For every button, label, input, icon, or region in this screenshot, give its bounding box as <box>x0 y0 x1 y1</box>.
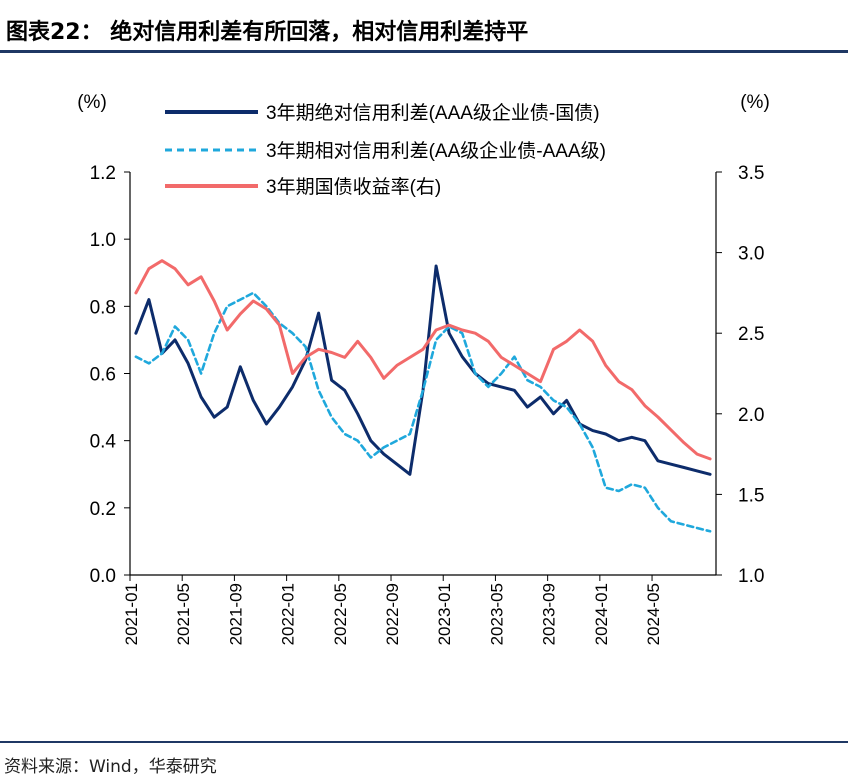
left-unit-label: (%) <box>77 92 107 113</box>
series-line-3 <box>134 259 712 461</box>
left-tick-label: 1.0 <box>90 230 116 251</box>
x-tick-label: 2024-05 <box>644 583 663 645</box>
chart-axes: 0.0 0.2 0.4 0.6 0.8 1.0 1.2 1.0 1.5 2.0 2.5 3.0 3.5 (… <box>77 92 770 645</box>
chart-legend: 3年期绝对信用利差(AAA级企业债-国债) 3年期相对信用利差(AA级企业债-AA… <box>165 102 606 198</box>
series-line-1 <box>134 264 712 476</box>
left-tick-label: 0.4 <box>90 432 117 453</box>
x-tick-label: 2022-01 <box>279 583 298 645</box>
right-tick-label: 2.5 <box>738 324 764 345</box>
left-tick-label: 0.8 <box>90 297 116 318</box>
source-note: 资料来源：Wind，华泰研究 <box>4 757 217 777</box>
x-tick-label: 2022-05 <box>331 583 350 645</box>
x-tick-label: 2021-01 <box>122 583 141 645</box>
x-tick-label: 2023-09 <box>540 583 559 645</box>
right-tick-label: 3.0 <box>738 244 764 265</box>
x-tick-label: 2021-05 <box>174 583 193 645</box>
title-rule <box>0 50 848 53</box>
chart-title: 图表22： 绝对信用利差有所回落，相对信用利差持平 <box>6 20 529 45</box>
x-tick-label: 2023-01 <box>435 583 454 645</box>
chart-lines <box>134 259 712 533</box>
legend-label-3: 3年期国债收益率(右) <box>266 176 441 198</box>
x-tick-label: 2023-05 <box>487 583 506 645</box>
chart-canvas: 0.0 0.2 0.4 0.6 0.8 1.0 1.2 1.0 1.5 2.0 2.5 3.0 3.5 (… <box>77 92 770 645</box>
left-tick-label: 1.2 <box>90 163 116 184</box>
right-tick-label: 1.0 <box>738 566 764 587</box>
right-tick-label: 1.5 <box>738 485 764 506</box>
right-tick-label: 2.0 <box>738 405 764 426</box>
left-tick-label: 0.0 <box>90 566 116 587</box>
legend-label-1: 3年期绝对信用利差(AAA级企业债-国债) <box>266 102 600 124</box>
right-tick-label: 3.5 <box>738 163 764 184</box>
series-line-2 <box>134 291 712 533</box>
x-tick-label: 2022-09 <box>383 583 402 645</box>
x-tick-label: 2021-09 <box>226 583 245 645</box>
legend-label-2: 3年期相对信用利差(AA级企业债-AAA级) <box>266 140 606 162</box>
x-tick-label: 2024-01 <box>592 583 611 645</box>
footer-rule <box>0 741 848 743</box>
right-unit-label: (%) <box>740 92 770 113</box>
left-tick-label: 0.6 <box>90 365 116 386</box>
left-tick-label: 0.2 <box>90 499 116 520</box>
